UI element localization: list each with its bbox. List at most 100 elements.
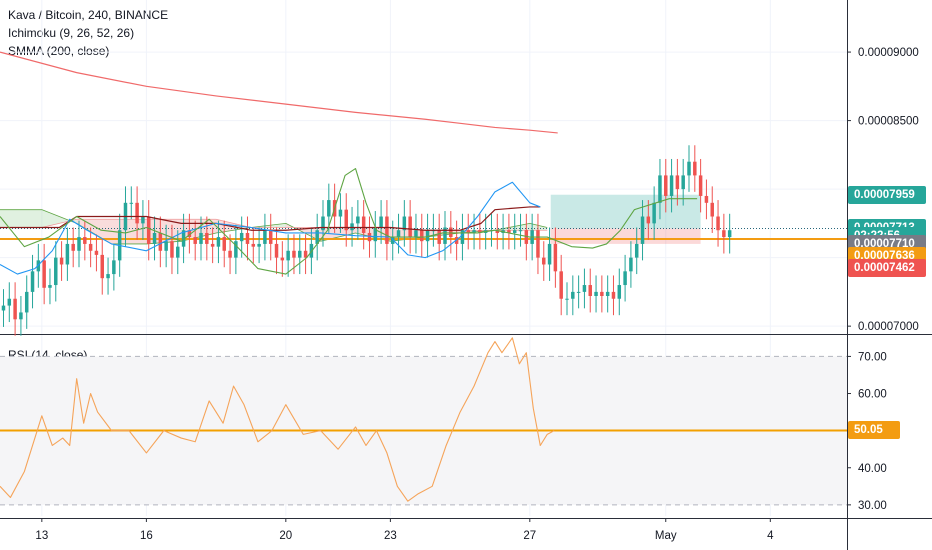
candle-body [106,274,110,279]
candle-body [176,246,180,258]
candle-body [298,250,302,258]
candle-body [112,260,116,275]
candle-body [77,237,81,251]
candle-body [7,298,12,306]
candle-body [379,216,383,228]
price-tick-label: 0.00009000 [858,47,919,59]
ichimoku-cloud-segment [41,209,77,228]
candle-body [460,230,465,244]
candle-body [669,175,674,196]
candle-body [402,216,407,231]
candle-body [704,195,709,203]
candle-body [146,216,151,244]
candle-body [54,257,58,286]
ichimoku-chikou [0,168,698,275]
candle-body [611,291,616,299]
candle-body [507,230,511,233]
candle-body [164,241,168,251]
candle-body [327,200,331,217]
rsi-tick-label: 60.00 [858,389,887,401]
candle-body [512,230,517,233]
ichimoku-cloud-segment [146,219,182,244]
candle-body [524,230,529,244]
time-tick-label: 13 [35,530,48,542]
candle-body [437,230,441,244]
candle-body [687,161,691,176]
candle-body [71,243,75,251]
main-legend: Kava / Bitcoin, 240, BINANCE Ichimoku (9… [8,6,168,60]
candle-body [478,230,482,233]
candle-body [547,243,552,265]
candle-body [698,175,703,196]
candle-body [356,216,360,224]
candle-body [83,237,87,244]
candle-body [181,230,186,247]
candle-body [263,230,267,244]
price-tick-label: 0.00008500 [858,116,919,128]
candle-body [205,232,209,244]
candle-body [36,260,41,272]
candle-body [361,216,366,233]
time-tick-label: 27 [523,530,536,542]
candle-body [65,243,70,265]
candle-body [315,230,319,244]
candle-body [658,175,662,203]
candle-body [292,250,296,258]
ichimoku-span-b [0,218,548,231]
candle-body [239,232,244,242]
candle-body [605,291,610,296]
candle-body [367,232,372,242]
candle-body [664,175,668,196]
candle-body [88,243,93,251]
candle-body [536,230,540,258]
candle-body [681,175,685,190]
candle-body [640,216,645,244]
rsi-badge: 50.05 [848,421,900,440]
candle-body [571,291,575,299]
candle-body [303,250,308,258]
candle-body [420,230,424,242]
candle-body [13,298,17,320]
ichimoku-tenkan [0,181,541,275]
ichimoku-cloud-segment [76,219,112,244]
candle-body [268,230,273,244]
price-badge-low: 0.00007462 [848,259,926,278]
candle-body [518,230,523,232]
candle-body [565,298,569,300]
candle-body [199,232,203,244]
candle-body [19,312,23,320]
candle-body [251,243,256,247]
candle-body [344,209,348,231]
candle-body [350,223,354,231]
smma-line [0,51,558,134]
candle-body [286,250,290,261]
candle-body [466,230,470,233]
candle-body [646,216,651,224]
candle-body [722,230,726,238]
ichimoku-cloud-segment [216,219,251,233]
candle-body [576,291,581,293]
candle-body [472,230,476,233]
candle-body [629,257,633,272]
time-tick-label: May [655,530,677,542]
rsi-line [0,337,555,502]
candle-body [158,232,163,251]
candle-body [135,202,139,224]
candle-body [1,305,6,311]
candle-body [675,175,680,190]
candle-body [600,291,604,296]
rsi-tick-label: 70.00 [858,351,887,363]
price-badge-target: 0.00007959 [848,185,926,204]
candle-body [449,227,453,238]
candle-body [373,227,378,242]
candle-body [594,291,598,296]
rsi-tick-label: 40.00 [858,463,887,475]
candle-body [129,202,134,204]
time-tick-label: 4 [767,530,774,542]
candle-body [623,271,627,286]
candle-body [274,243,279,258]
candle-body [321,216,325,231]
candle-body [42,260,46,288]
ichimoku-cloud-segment [0,209,42,228]
